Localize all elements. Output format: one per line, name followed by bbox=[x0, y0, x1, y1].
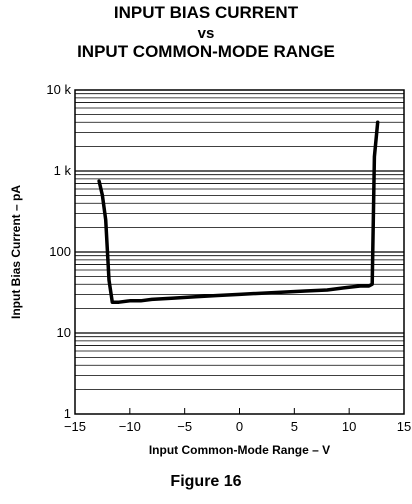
x-tick-label: 10 bbox=[342, 419, 356, 434]
y-tick-label: 10 bbox=[57, 325, 71, 340]
y-axis-title: Input Bias Current – pA bbox=[9, 185, 23, 319]
x-tick-label: 0 bbox=[236, 419, 243, 434]
x-axis-title: Input Common-Mode Range – V bbox=[149, 443, 330, 457]
x-tick-label: 5 bbox=[291, 419, 298, 434]
x-tick-label: −15 bbox=[64, 419, 86, 434]
y-tick-label: 1 k bbox=[54, 163, 72, 178]
chart-title-line-3: INPUT COMMON-MODE RANGE bbox=[77, 42, 335, 61]
chart-title-line-2: vs bbox=[197, 25, 215, 42]
x-tick-label: −10 bbox=[119, 419, 141, 434]
x-tick-label: 15 bbox=[397, 419, 411, 434]
x-axis-ticks: −15 −10 −5 0 5 10 15 bbox=[64, 408, 411, 434]
y-tick-label: 10 k bbox=[46, 82, 71, 97]
y-axis-ticks: 1 10 100 1 k 10 k bbox=[46, 82, 71, 421]
figure-caption: Figure 16 bbox=[170, 473, 242, 490]
series-line bbox=[97, 120, 380, 304]
y-tick-label: 1 bbox=[64, 406, 71, 421]
grid-lines bbox=[75, 93, 404, 391]
bias-current-chart: −15 −10 −5 0 5 10 15 1 10 100 1 k 10 k Input Commo… bbox=[9, 82, 411, 457]
x-tick-label: −5 bbox=[177, 419, 192, 434]
chart-title-line-1: INPUT BIAS CURRENT bbox=[113, 3, 299, 22]
y-tick-label: 100 bbox=[49, 244, 71, 259]
